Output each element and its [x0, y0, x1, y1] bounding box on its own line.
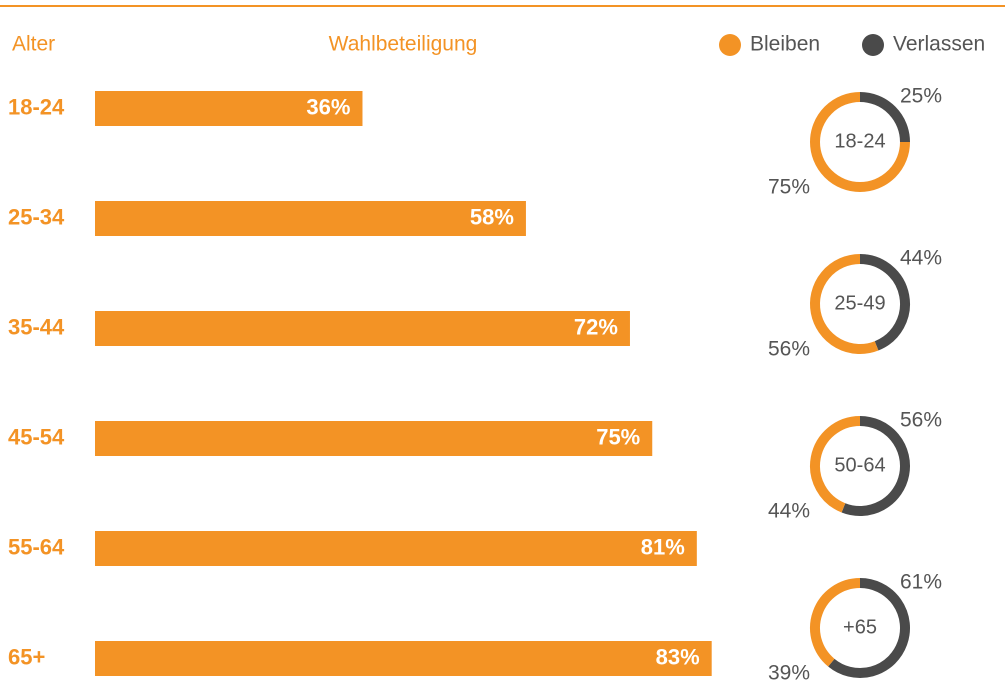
value-label: 36%: [306, 94, 350, 119]
donut-value-label: 44%: [900, 247, 942, 270]
donut-segment: [828, 578, 910, 678]
bar: [95, 641, 712, 676]
donut-segment: [810, 92, 910, 192]
donut-value-label: 44%: [768, 500, 810, 523]
legend-label: Bleiben: [750, 33, 820, 56]
donut-segment: [859, 92, 910, 143]
category-label: 25-34: [8, 204, 65, 229]
donut-value-label: 75%: [768, 176, 810, 199]
donut-value-label: 39%: [768, 662, 810, 685]
x-axis-label: Wahlbeteiligung: [329, 33, 478, 56]
donut-segment: [810, 578, 861, 667]
y-axis-label: Alter: [12, 33, 55, 56]
category-label: 18-24: [8, 94, 65, 119]
bar: [95, 91, 363, 126]
value-label: 83%: [656, 644, 700, 669]
donut-segment: [810, 254, 879, 354]
legend-swatch: [719, 34, 741, 56]
donut-center-label: +65: [843, 616, 877, 638]
legend-label: Verlassen: [893, 33, 985, 56]
donut-value-label: 25%: [900, 85, 942, 108]
value-label: 58%: [470, 204, 514, 229]
category-label: 55-64: [8, 534, 65, 559]
category-label: 45-54: [8, 424, 65, 449]
category-label: 65+: [8, 644, 45, 669]
donut-value-label: 56%: [768, 338, 810, 361]
bar: [95, 421, 653, 456]
category-label: 35-44: [8, 314, 65, 339]
donut-segment: [859, 254, 910, 351]
donut-center-label: 25-49: [834, 292, 885, 314]
value-label: 75%: [596, 424, 640, 449]
donut-center-label: 18-24: [834, 130, 885, 152]
donut-value-label: 56%: [900, 409, 942, 432]
bar: [95, 201, 526, 236]
value-label: 72%: [574, 314, 618, 339]
bar: [95, 531, 697, 566]
legend-swatch: [862, 34, 884, 56]
donut-segment: [810, 416, 861, 513]
donut-segment: [841, 416, 910, 516]
donut-value-label: 61%: [900, 571, 942, 594]
value-label: 81%: [641, 534, 685, 559]
bar: [95, 311, 630, 346]
donut-center-label: 50-64: [834, 454, 885, 476]
